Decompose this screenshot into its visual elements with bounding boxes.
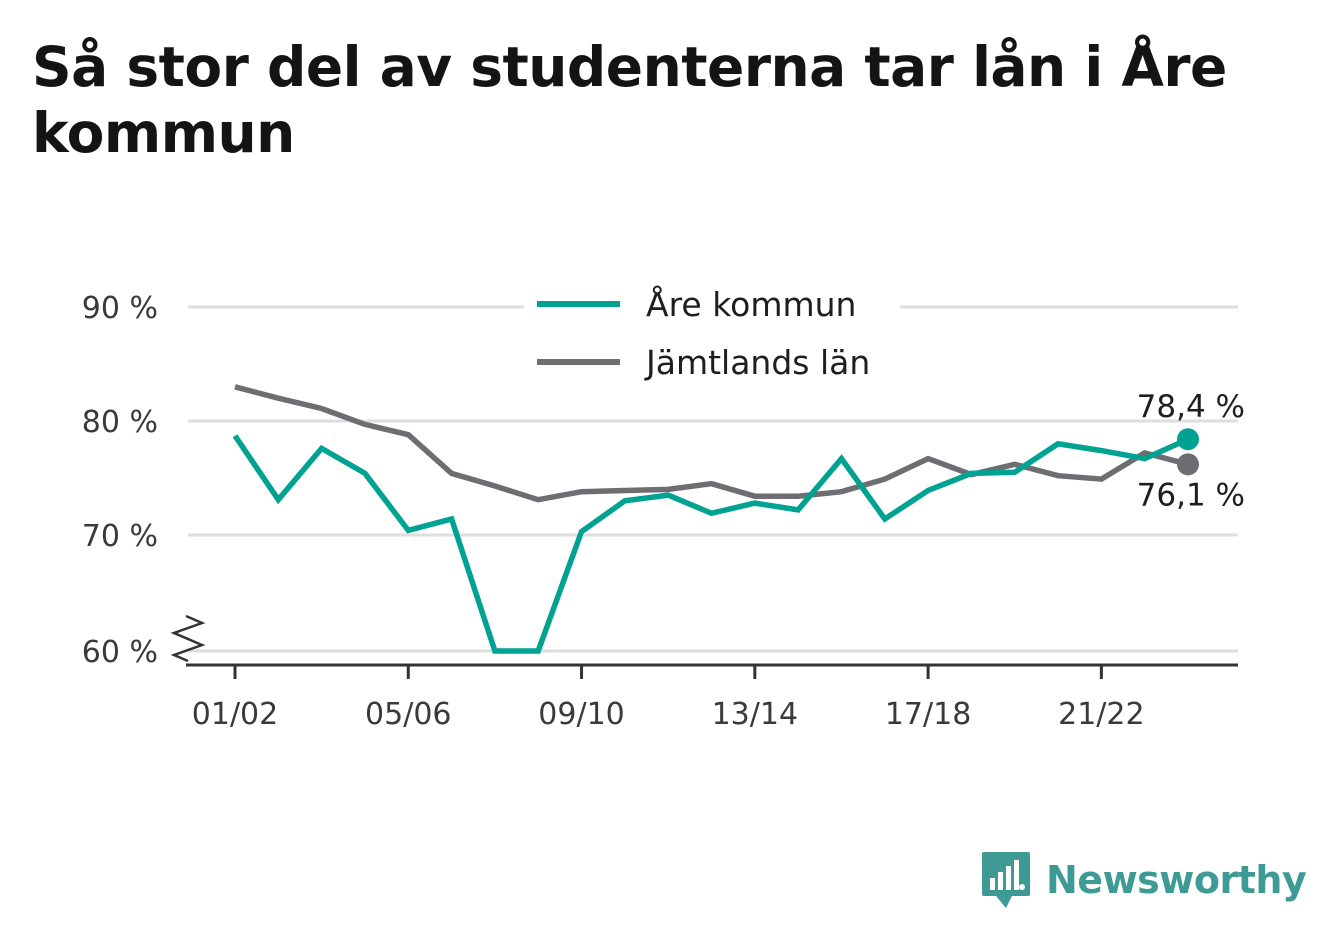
- y-tick-label: 80 %: [82, 405, 158, 440]
- brand-name: Newsworthy: [1046, 858, 1307, 902]
- x-tick-label: 01/02: [192, 697, 278, 732]
- axis-break-icon: [170, 614, 206, 663]
- series-line: [234, 384, 1189, 503]
- legend: Åre kommun Jämtlands län: [524, 282, 900, 390]
- legend-background: [524, 282, 900, 390]
- x-tick-label: 05/06: [365, 697, 451, 732]
- series-lines: [232, 384, 1199, 654]
- end-value-label: 76,1 %: [1137, 477, 1245, 513]
- x-tick-label: 09/10: [538, 697, 624, 732]
- end-labels: 78,4 % 76,1 %: [1137, 389, 1245, 513]
- x-axis: [170, 614, 1238, 679]
- legend-label: Jämtlands län: [644, 343, 870, 382]
- y-tick-label: 60 %: [82, 635, 158, 670]
- x-tick-label: 21/22: [1058, 697, 1144, 732]
- end-value-label: 78,4 %: [1137, 389, 1245, 425]
- y-tick-label: 90 %: [82, 291, 158, 326]
- x-tick-label: 13/14: [712, 697, 798, 732]
- series-end-marker: [1177, 428, 1199, 451]
- legend-label: Åre kommun: [646, 284, 856, 324]
- chart-title: Så stor del av studenterna tar lån i Åre…: [32, 35, 1227, 165]
- newsworthy-logo-icon: [982, 852, 1030, 908]
- series-end-marker: [1177, 453, 1199, 476]
- x-axis-tick-labels: 01/02 05/06 09/10 13/14 17/18 21/22: [192, 697, 1145, 732]
- x-tick-label: 17/18: [885, 697, 971, 732]
- y-tick-label: 70 %: [82, 519, 158, 554]
- y-axis-tick-labels: 60 % 70 % 80 % 90 %: [82, 291, 158, 670]
- series-line: [232, 434, 1190, 654]
- newsworthy-brand: Newsworthy: [982, 850, 1307, 910]
